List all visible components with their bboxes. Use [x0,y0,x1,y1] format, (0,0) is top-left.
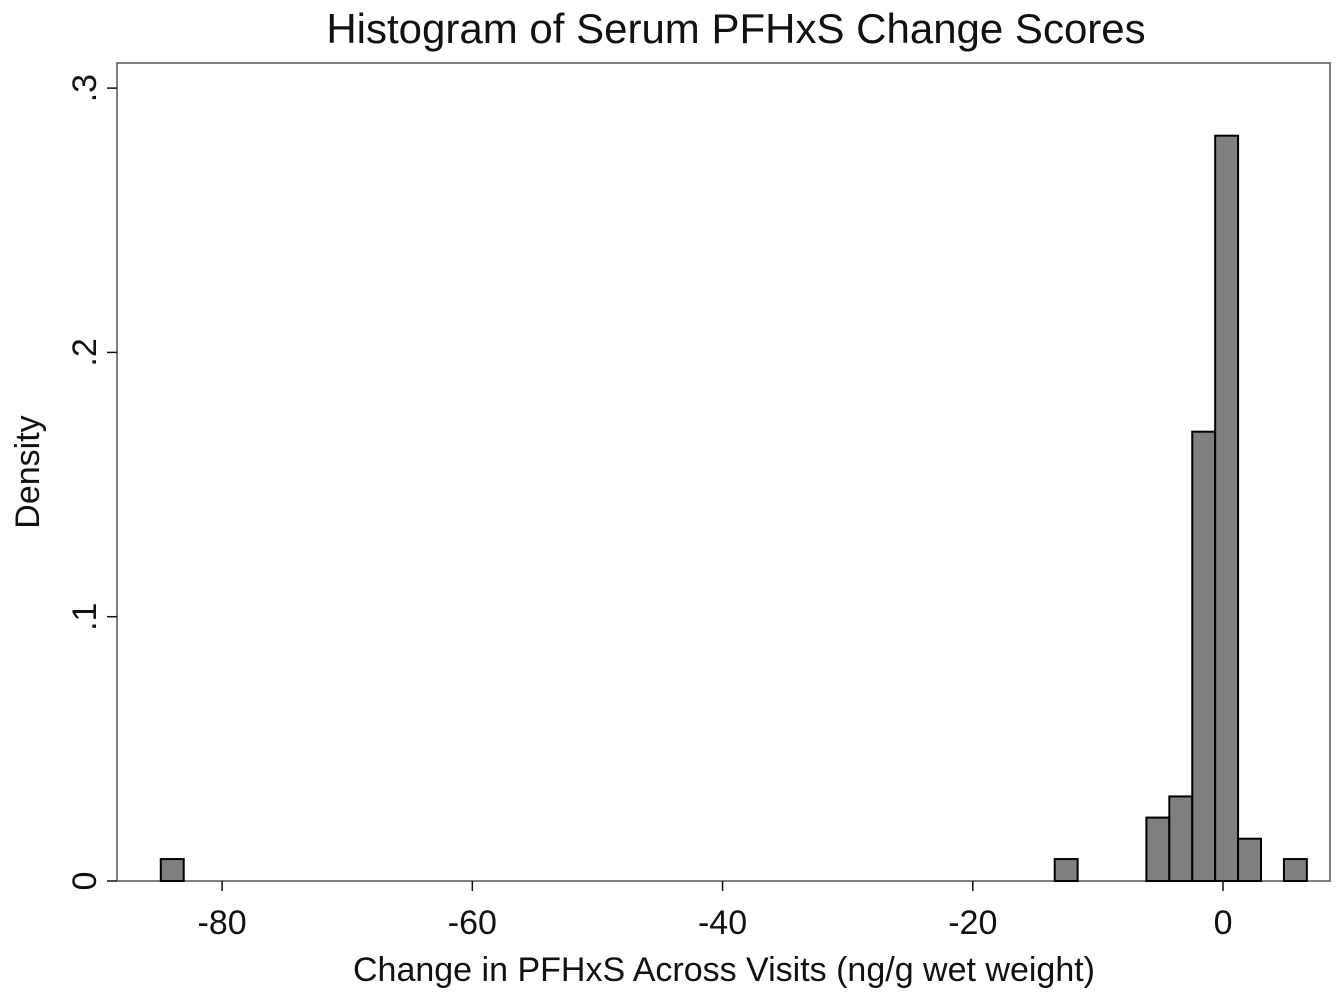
bar [1168,795,1194,882]
bar [1214,134,1240,882]
bar [1191,430,1217,882]
bar [1145,816,1171,883]
bar [1053,858,1079,883]
x-axis-label: Change in PFHxS Across Visits (ng/g wet … [353,951,1095,989]
y-tick-label: .1 [66,603,104,631]
y-axis-label: Density [9,415,47,528]
chart-title: Histogram of Serum PFHxS Change Scores [326,5,1145,52]
y-tick-label: .2 [66,338,104,366]
x-tick-label: -80 [198,904,247,942]
x-tick-label: -60 [448,904,497,942]
x-tick-label: 0 [1214,904,1233,942]
x-tick-label: -40 [698,904,747,942]
y-tick-label: 0 [66,872,104,891]
bar [1282,858,1308,883]
x-tick-label: -20 [948,904,997,942]
plot-frame [116,62,1331,882]
bar [159,858,185,883]
bar [1237,837,1263,883]
y-tick-label: .3 [66,74,104,102]
